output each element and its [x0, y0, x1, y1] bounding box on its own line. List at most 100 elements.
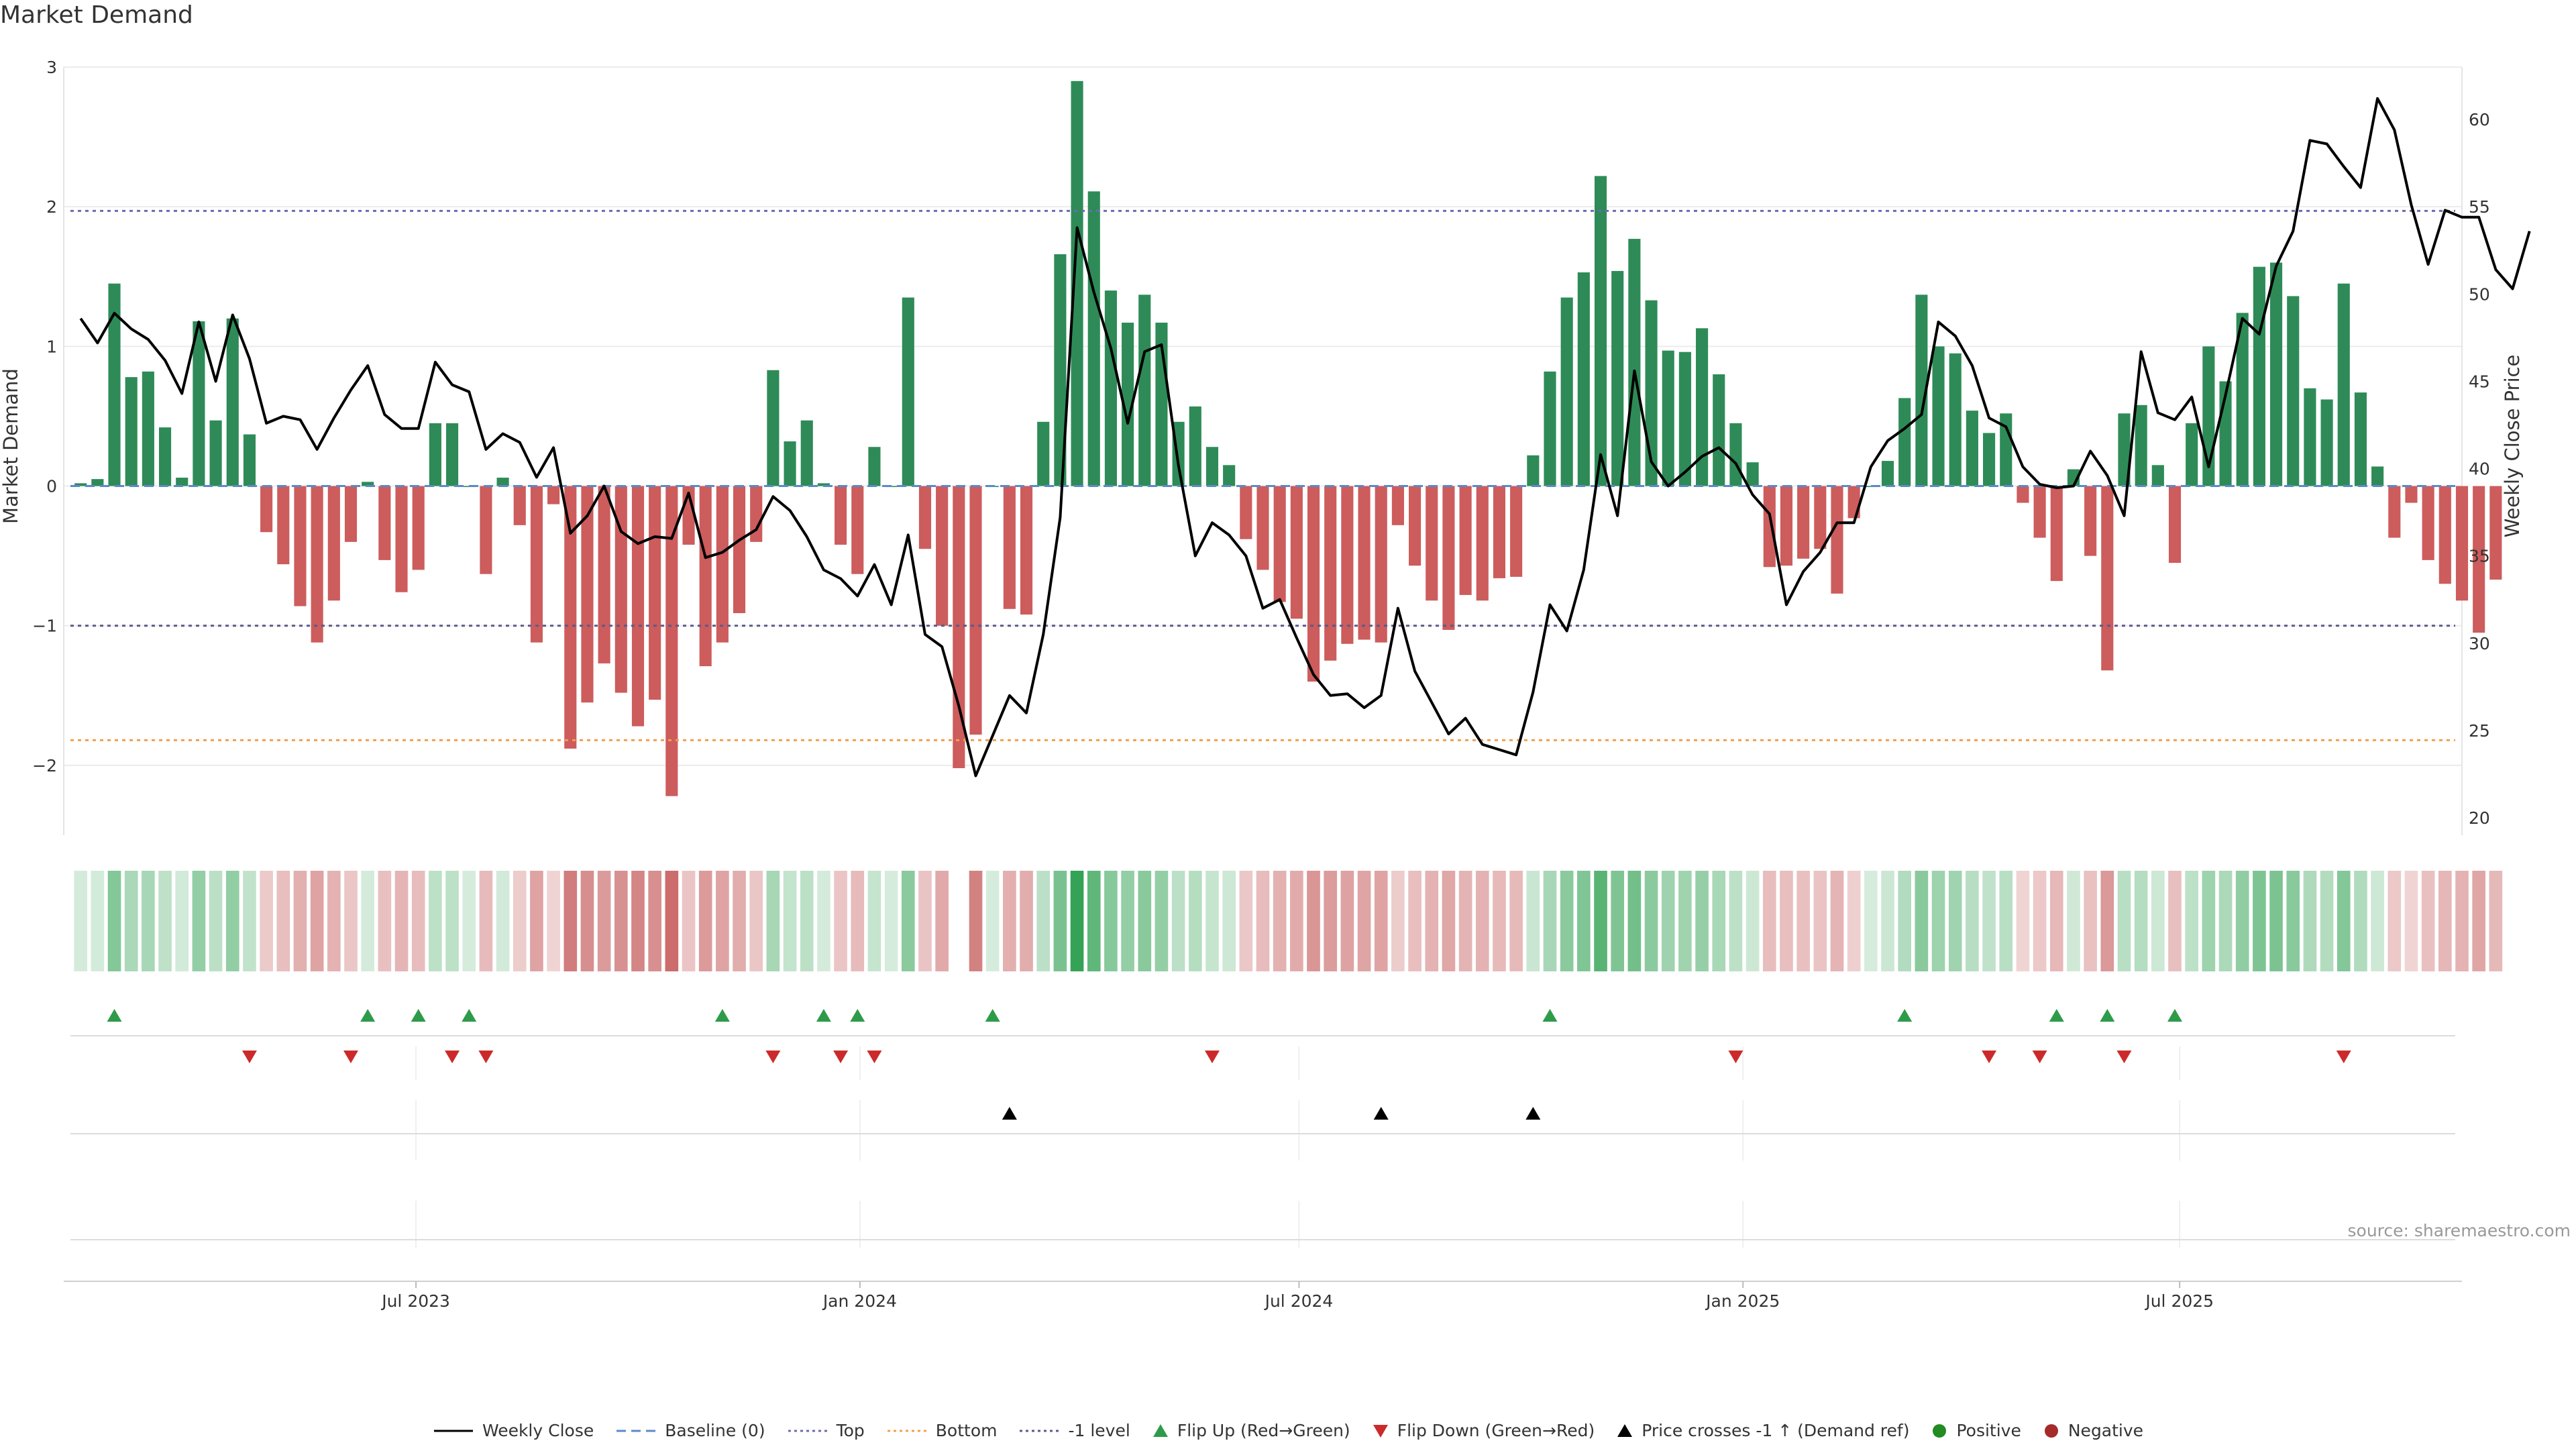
demand-bar [1713, 374, 1725, 486]
dotted-line-navy-icon [1020, 1430, 1059, 1432]
legend-item: Weekly Close [433, 1421, 594, 1440]
heat-cell [766, 871, 780, 971]
demand-bar [1037, 421, 1050, 486]
y-right-axis-title: Weekly Close Price [2501, 355, 2524, 538]
demand-bar [158, 427, 172, 486]
flip-down-marker [2336, 1051, 2351, 1063]
flip-up-marker [2049, 1009, 2064, 1022]
demand-bar [2236, 313, 2249, 486]
legend-label: Flip Down (Green→Red) [1397, 1421, 1595, 1440]
heat-cell [479, 871, 493, 971]
x-tick-label: Jul 2023 [380, 1291, 450, 1311]
heat-cell [2016, 871, 2030, 971]
legend-label: Bottom [935, 1421, 998, 1440]
demand-bar [699, 486, 712, 667]
demand-bar [513, 486, 526, 525]
heat-cell [918, 871, 932, 971]
heat-cell [74, 871, 87, 971]
legend-item: Top [787, 1421, 865, 1440]
demand-bar [817, 483, 830, 486]
heat-cell [1948, 871, 1962, 971]
y-right-tick-label: 35 [2469, 547, 2490, 566]
heat-cell [2253, 871, 2266, 971]
heat-cell [2202, 871, 2216, 971]
heat-cell [2218, 871, 2233, 971]
heat-cell [817, 871, 830, 971]
demand-bar [1544, 371, 1556, 486]
y-left-tick-label: 3 [46, 58, 57, 77]
heat-cell [1898, 871, 1912, 971]
heat-cell [1695, 871, 1709, 971]
y-left-axis-title: Market Demand [0, 368, 22, 524]
demand-bar [1797, 486, 1810, 559]
heat-cell [2286, 871, 2300, 971]
heat-cell [1458, 871, 1472, 971]
demand-bar [665, 486, 678, 796]
heat-cell [1340, 871, 1354, 971]
demand-bar [2151, 465, 2164, 486]
heat-cell [580, 871, 594, 971]
legend-label: Negative [2068, 1421, 2144, 1440]
heat-cell [2421, 871, 2435, 971]
demand-bar [91, 479, 104, 486]
flip-up-marker [360, 1009, 376, 1022]
heat-cell [1594, 871, 1607, 971]
demand-bar [767, 370, 780, 486]
axes [63, 67, 2463, 1288]
demand-bar [2337, 283, 2350, 486]
heat-cell [564, 871, 578, 971]
demand-bar [918, 486, 932, 549]
heat-cell [2337, 871, 2351, 971]
demand-bar [1763, 486, 1776, 568]
dotted-line-purple-icon [788, 1430, 827, 1432]
legend-item: Flip Up (Red→Green) [1152, 1421, 1350, 1440]
heat-cell [445, 871, 459, 971]
heat-cell [1611, 871, 1625, 971]
demand-bar [294, 486, 307, 606]
heat-cell [243, 871, 256, 971]
demand-bar [614, 486, 627, 693]
demand-bar [1932, 346, 1945, 486]
demand-bar [378, 486, 391, 560]
demand-bar [1375, 486, 1387, 643]
heat-cell [1762, 871, 1776, 971]
demand-bar [2084, 486, 2097, 556]
demand-bar [750, 486, 763, 542]
demand-bar [2354, 392, 2367, 486]
demand-bar [1442, 486, 1455, 630]
y-right-tick-label: 30 [2469, 634, 2490, 653]
demand-bar [260, 486, 273, 533]
heat-cell [800, 871, 814, 971]
demand-bar [581, 486, 594, 703]
heat-cell [361, 871, 374, 971]
demand-bar [2405, 486, 2418, 503]
y-left-tick-label: 2 [46, 197, 57, 217]
heat-cell [1627, 871, 1642, 971]
heat-cell [2455, 871, 2469, 971]
demand-bar [2489, 486, 2502, 580]
legend-item: Negative [2043, 1421, 2143, 1440]
heat-cell [1290, 871, 1303, 971]
price-cross-marker [1373, 1107, 1389, 1120]
flip-up-marker [850, 1009, 865, 1022]
demand-bar [1628, 239, 1641, 486]
heat-cell [1931, 871, 1945, 971]
heat-cell [1391, 871, 1405, 971]
heat-cell [1644, 871, 1658, 971]
triangle-down-red-icon [1373, 1424, 1388, 1438]
heat-cell [1070, 871, 1084, 971]
demand-bar [2304, 388, 2316, 486]
heat-cell [985, 871, 1000, 971]
heat-cell [749, 871, 763, 971]
y-left-tick-label: 0 [46, 477, 57, 496]
y-right-tick-label: 20 [2469, 808, 2490, 828]
heat-cell [783, 871, 797, 971]
flip-down-marker [445, 1051, 460, 1063]
legend-item: Bottom [886, 1421, 998, 1440]
demand-bar [1273, 486, 1286, 602]
flip-down-marker [765, 1051, 781, 1063]
demand-bar [1864, 486, 1877, 488]
heat-cell [2049, 871, 2063, 971]
demand-bar [1881, 461, 1894, 486]
heat-cell [1020, 871, 1033, 971]
